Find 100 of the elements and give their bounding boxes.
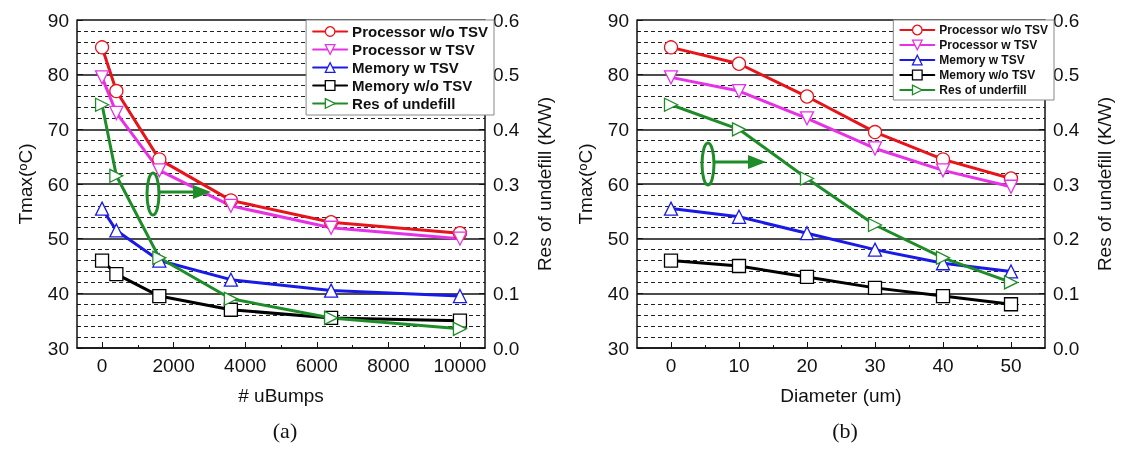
y2-tick-label: 0.1	[493, 282, 520, 304]
y-tick-label: 70	[47, 118, 69, 140]
point	[94, 40, 110, 55]
x-tick-label: 0	[665, 355, 677, 376]
point	[452, 321, 468, 337]
legend-label: Res of underfill	[939, 83, 1027, 97]
legend-label: Memory w/o TSV	[939, 68, 1036, 82]
y-tick-label: 60	[47, 173, 69, 195]
point	[799, 171, 815, 186]
point	[223, 272, 239, 287]
y-tick-label: 80	[607, 64, 629, 86]
y-tick-label: 40	[607, 282, 629, 304]
x-axis-title: # uBumps	[238, 385, 324, 406]
point	[109, 168, 124, 183]
point	[223, 198, 239, 214]
y-tick-label: 30	[607, 337, 629, 359]
y-axis-title: Tmax(ᵒC)	[15, 143, 36, 225]
point	[152, 163, 167, 178]
y2-tick-label: 0.4	[1053, 118, 1080, 140]
point	[452, 288, 468, 304]
point	[799, 226, 815, 241]
point	[94, 97, 110, 112]
x-tick-label: 40	[932, 355, 954, 376]
x-tick-label: 50	[1000, 355, 1022, 376]
x-tick-label: 4000	[224, 355, 267, 376]
point	[935, 163, 951, 178]
point	[867, 280, 883, 296]
legend-label: Processor w/o TSV	[939, 23, 1048, 37]
point	[731, 209, 747, 224]
y2-tick-label: 0.3	[1053, 173, 1080, 195]
y2-tick-label: 0.1	[1053, 282, 1080, 304]
point	[663, 253, 679, 268]
x-tick-label: 20	[796, 355, 818, 376]
point	[223, 302, 239, 317]
y-tick-label: 40	[47, 282, 69, 304]
point	[94, 253, 110, 268]
point	[663, 70, 679, 85]
point	[109, 267, 124, 282]
y-tick-label: 50	[47, 228, 69, 250]
point	[799, 89, 815, 104]
point	[452, 231, 468, 246]
legend-label: Processor w TSV	[352, 41, 475, 58]
point	[799, 111, 815, 126]
x-tick-label: 2000	[152, 355, 195, 376]
y2-tick-label: 0.0	[493, 337, 520, 359]
y2-axis-title: Res of undefill (K/W)	[534, 96, 555, 272]
point	[1003, 179, 1019, 194]
point	[109, 83, 124, 99]
point	[1003, 264, 1019, 279]
x-tick-label: 8000	[367, 355, 410, 376]
point	[663, 201, 679, 216]
y2-axis-title: Res of undefill (K/W)	[1094, 96, 1115, 272]
legend-label: Processor w/o TSV	[352, 23, 489, 40]
y2-tick-label: 0.0	[1053, 337, 1080, 359]
x-tick-label: 30	[864, 355, 886, 376]
point	[1003, 275, 1019, 290]
legend-label: Memory w/o TSV	[352, 77, 473, 94]
y-tick-label: 90	[607, 9, 629, 31]
legend-label: Memory w TSV	[352, 59, 459, 76]
x-tick-label: 10	[728, 355, 750, 376]
point	[731, 83, 747, 99]
x-tick-label: 10000	[433, 355, 487, 376]
y-axis-title: Tmax(ᵒC)	[575, 143, 596, 225]
point	[223, 291, 239, 306]
legend-label: Memory w TSV	[939, 53, 1025, 67]
y-tick-label: 80	[47, 64, 69, 86]
point	[94, 70, 110, 85]
y2-tick-label: 0.5	[493, 64, 520, 86]
text: (b)	[832, 417, 858, 443]
legend-label: Res of undefill	[352, 95, 456, 112]
point	[1003, 297, 1019, 312]
point	[867, 217, 883, 233]
y2-tick-label: 0.3	[493, 173, 520, 195]
y-tick-label: 60	[607, 173, 629, 195]
y-tick-label: 50	[607, 228, 629, 250]
point	[94, 201, 110, 216]
point	[731, 258, 747, 274]
point	[799, 269, 815, 285]
x-tick-label: 0	[96, 355, 108, 376]
point	[323, 220, 339, 235]
point	[935, 288, 951, 304]
x-tick-label: 6000	[295, 355, 338, 376]
point	[152, 288, 167, 304]
y-tick-label: 90	[47, 9, 69, 31]
point	[867, 242, 883, 257]
y2-tick-label: 0.2	[1053, 228, 1080, 250]
point	[867, 124, 883, 140]
point	[109, 105, 124, 121]
point	[663, 40, 679, 55]
y2-tick-label: 0.6	[493, 9, 520, 31]
legend-label: Processor w TSV	[939, 38, 1038, 52]
point	[109, 223, 124, 238]
x-axis-title: Diameter (um)	[780, 385, 902, 406]
point	[935, 250, 951, 265]
y2-tick-label: 0.4	[493, 118, 520, 140]
y2-tick-label: 0.5	[1053, 64, 1080, 86]
y2-tick-label: 0.6	[1053, 9, 1080, 31]
y-tick-label: 30	[47, 337, 69, 359]
text: (a)	[272, 417, 298, 443]
point	[731, 122, 747, 137]
